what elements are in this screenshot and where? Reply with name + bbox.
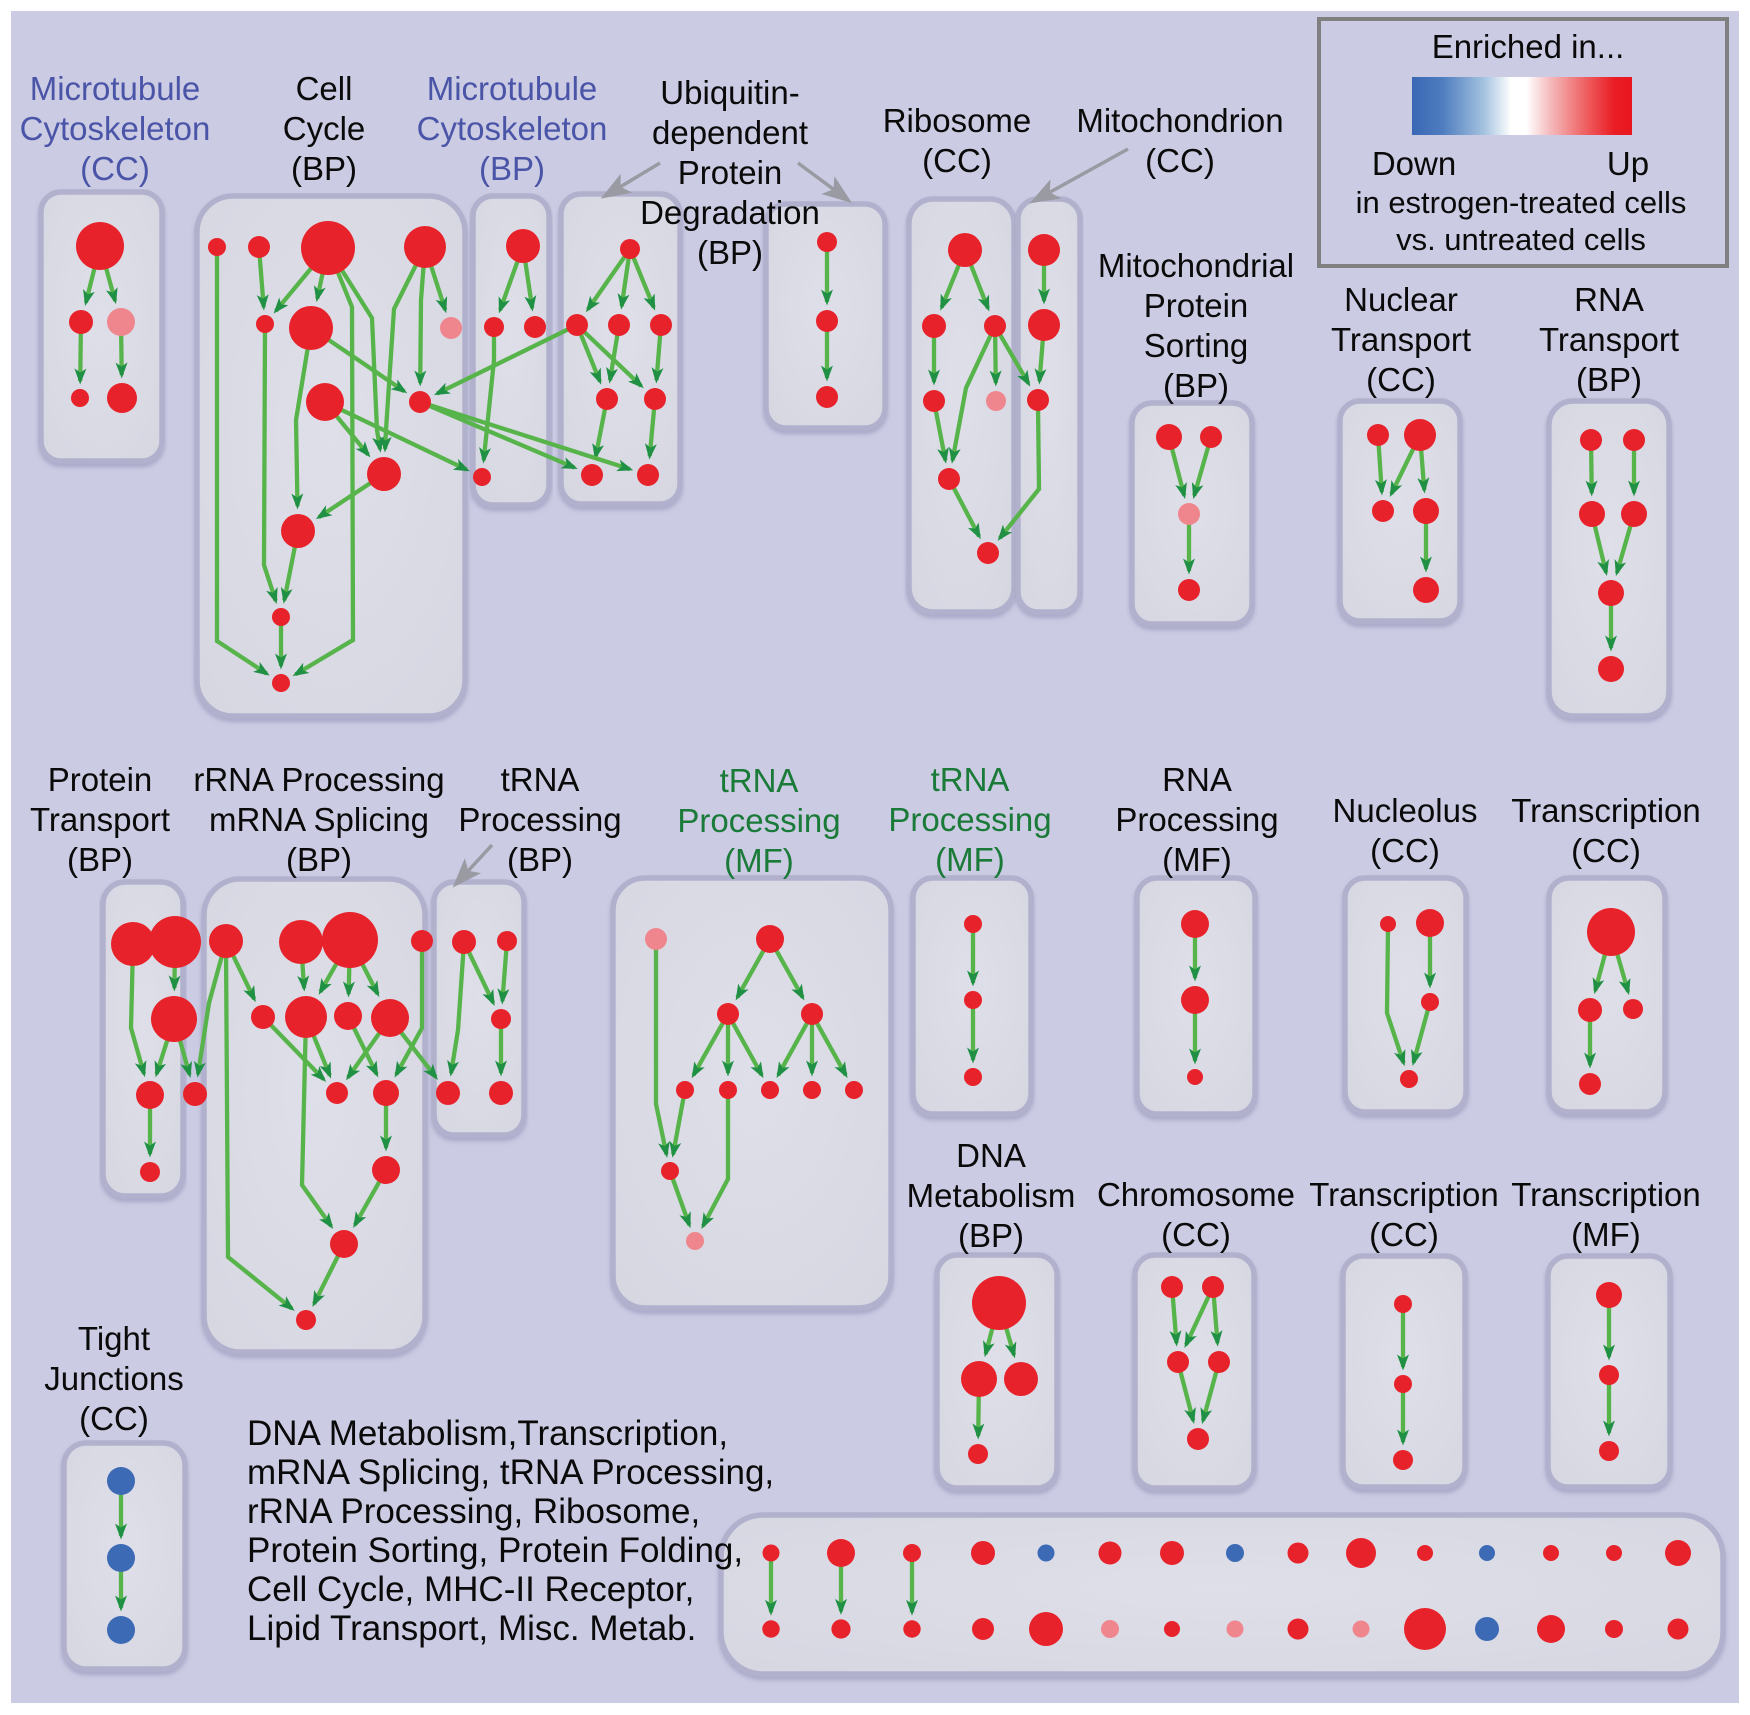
svg-text:RNA: RNA <box>1574 281 1644 318</box>
svg-text:(CC): (CC) <box>1145 142 1215 179</box>
svg-text:(CC): (CC) <box>922 142 992 179</box>
svg-text:rRNA Processing, Ribosome,: rRNA Processing, Ribosome, <box>247 1492 700 1531</box>
svg-text:Transport: Transport <box>30 801 170 838</box>
svg-text:Processing: Processing <box>677 802 840 839</box>
svg-text:(BP): (BP) <box>958 1217 1024 1254</box>
svg-text:(BP): (BP) <box>1163 367 1229 404</box>
svg-text:(CC): (CC) <box>80 150 150 187</box>
svg-text:Cell Cycle, MHC-II Receptor,: Cell Cycle, MHC-II Receptor, <box>247 1570 694 1609</box>
svg-text:(MF): (MF) <box>724 842 794 879</box>
svg-text:tRNA: tRNA <box>931 761 1010 798</box>
svg-text:(BP): (BP) <box>507 841 573 878</box>
svg-text:RNA: RNA <box>1162 761 1232 798</box>
svg-text:(BP): (BP) <box>697 234 763 271</box>
svg-text:Junctions: Junctions <box>44 1360 183 1397</box>
svg-text:(BP): (BP) <box>479 150 545 187</box>
svg-text:Cytoskeleton: Cytoskeleton <box>20 110 211 147</box>
svg-text:tRNA: tRNA <box>501 761 580 798</box>
svg-text:Protein: Protein <box>48 761 153 798</box>
svg-text:mRNA Splicing, tRNA Processing: mRNA Splicing, tRNA Processing, <box>247 1453 774 1492</box>
svg-text:Processing: Processing <box>888 801 1051 838</box>
svg-text:Sorting: Sorting <box>1144 327 1249 364</box>
svg-text:mRNA Splicing: mRNA Splicing <box>209 801 429 838</box>
svg-text:Mitochondrial: Mitochondrial <box>1098 247 1294 284</box>
svg-text:dependent: dependent <box>652 114 808 151</box>
svg-text:Metabolism: Metabolism <box>907 1177 1076 1214</box>
svg-text:Microtubule: Microtubule <box>427 70 598 107</box>
svg-text:Cycle: Cycle <box>283 110 366 147</box>
svg-text:DNA Metabolism,Transcription,: DNA Metabolism,Transcription, <box>247 1414 728 1453</box>
svg-text:DNA: DNA <box>956 1137 1026 1174</box>
svg-text:Cytoskeleton: Cytoskeleton <box>417 110 608 147</box>
svg-text:Processing: Processing <box>458 801 621 838</box>
svg-text:(CC): (CC) <box>1370 832 1440 869</box>
svg-text:Protein: Protein <box>678 154 783 191</box>
svg-text:Lipid Transport, Misc. Metab.: Lipid Transport, Misc. Metab. <box>247 1609 696 1648</box>
svg-text:(BP): (BP) <box>67 841 133 878</box>
svg-text:Transcription: Transcription <box>1511 792 1701 829</box>
svg-text:Transport: Transport <box>1331 321 1471 358</box>
svg-text:vs. untreated cells: vs. untreated cells <box>1396 222 1646 257</box>
svg-text:(CC): (CC) <box>1369 1216 1439 1253</box>
svg-text:Tight: Tight <box>78 1320 150 1357</box>
svg-text:Nuclear: Nuclear <box>1344 281 1458 318</box>
svg-text:tRNA: tRNA <box>720 762 799 799</box>
svg-text:Mitochondrion: Mitochondrion <box>1076 102 1283 139</box>
svg-text:Protein: Protein <box>1144 287 1249 324</box>
svg-text:Transcription: Transcription <box>1511 1176 1701 1213</box>
svg-text:Enriched in...: Enriched in... <box>1432 28 1625 65</box>
svg-text:in estrogen-treated cells: in estrogen-treated cells <box>1356 185 1687 220</box>
svg-text:Transport: Transport <box>1539 321 1679 358</box>
svg-text:Microtubule: Microtubule <box>30 70 201 107</box>
svg-text:Transcription: Transcription <box>1309 1176 1499 1213</box>
svg-text:(MF): (MF) <box>1571 1216 1641 1253</box>
svg-text:Chromosome: Chromosome <box>1097 1176 1295 1213</box>
svg-text:Nucleolus: Nucleolus <box>1333 792 1478 829</box>
svg-text:Cell: Cell <box>296 70 353 107</box>
svg-text:Ubiquitin-: Ubiquitin- <box>660 74 799 111</box>
svg-text:Degradation: Degradation <box>640 194 820 231</box>
svg-text:Processing: Processing <box>1115 801 1278 838</box>
svg-text:(CC): (CC) <box>79 1400 149 1437</box>
svg-text:(CC): (CC) <box>1161 1216 1231 1253</box>
svg-text:(MF): (MF) <box>935 841 1005 878</box>
svg-text:Down: Down <box>1372 145 1456 182</box>
svg-text:(BP): (BP) <box>1576 361 1642 398</box>
svg-text:Protein Sorting, Protein Foldi: Protein Sorting, Protein Folding, <box>247 1531 743 1570</box>
svg-text:(BP): (BP) <box>286 841 352 878</box>
svg-text:(CC): (CC) <box>1571 832 1641 869</box>
svg-text:(MF): (MF) <box>1162 841 1232 878</box>
svg-text:Up: Up <box>1607 145 1649 182</box>
svg-text:(CC): (CC) <box>1366 361 1436 398</box>
svg-text:(BP): (BP) <box>291 150 357 187</box>
svg-text:rRNA Processing: rRNA Processing <box>193 761 444 798</box>
svg-text:Ribosome: Ribosome <box>883 102 1032 139</box>
